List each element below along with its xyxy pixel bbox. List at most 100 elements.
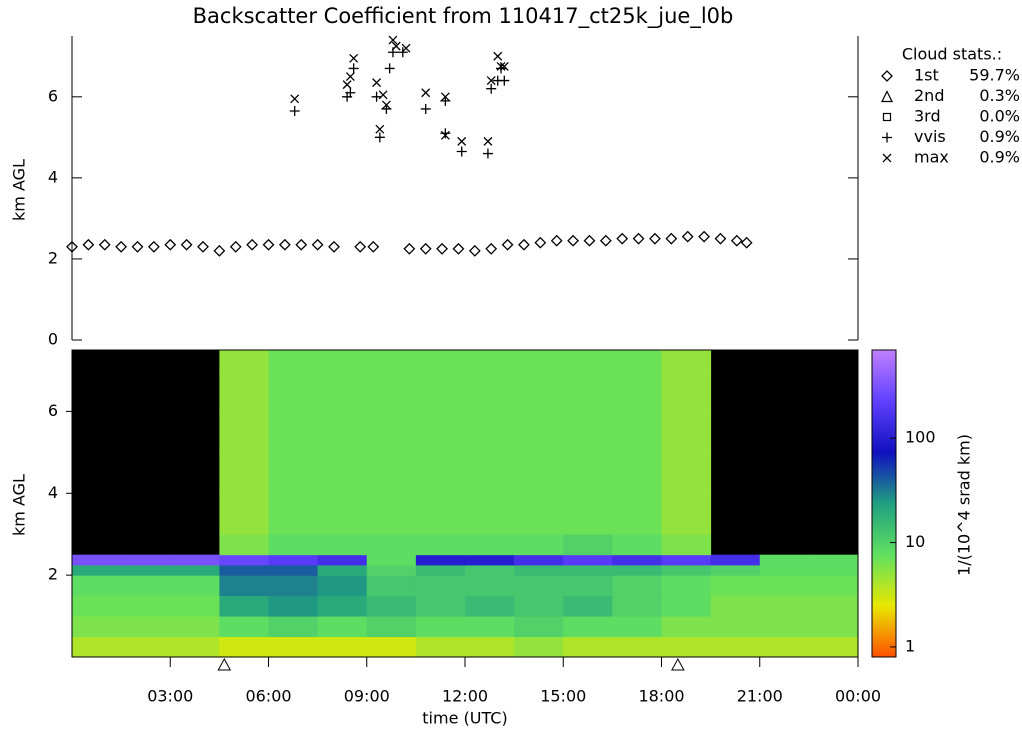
heatmap-cell — [514, 370, 564, 412]
heatmap-cell — [514, 452, 564, 494]
heatmap-cell — [759, 636, 810, 658]
marker-diamond — [262, 238, 275, 251]
heatmap-cell — [661, 564, 712, 576]
marker-cross — [401, 43, 411, 53]
heatmap-cell — [219, 411, 269, 453]
heatmap-cell — [563, 411, 613, 453]
marker-diamond — [452, 242, 465, 255]
colorbar-tick-label: 1 — [905, 636, 915, 655]
heatmap-cell — [317, 636, 368, 658]
heatmap-cell — [268, 575, 319, 597]
heatmap-cell — [661, 452, 712, 494]
heatmap-cell — [465, 534, 515, 556]
heatmap-cell — [219, 452, 269, 494]
heatmap-cell — [366, 616, 417, 638]
heatmap-cell — [661, 370, 712, 412]
heatmap-cell — [170, 636, 220, 658]
legend-marker — [881, 70, 893, 82]
heatmap-cell — [170, 575, 220, 597]
heatmap-cell — [366, 564, 417, 576]
marker-diamond — [485, 242, 498, 255]
heatmap-cell — [808, 554, 859, 566]
heatmap-cell — [219, 616, 269, 638]
marker-cross — [486, 76, 496, 86]
heatmap-cell — [563, 636, 613, 658]
heatmap-cell — [612, 370, 662, 412]
heatmap-cell — [268, 411, 319, 453]
heatmap-cell — [72, 595, 122, 617]
marker-diamond — [164, 238, 177, 251]
marker-diamond — [518, 238, 530, 251]
heatmap-cell — [121, 575, 171, 597]
marker-diamond — [367, 240, 380, 253]
marker-diamond — [403, 242, 416, 255]
heatmap-cell — [465, 636, 515, 658]
heatmap-cell — [465, 350, 515, 371]
marker-diamond — [698, 230, 710, 243]
heatmap-cell — [563, 595, 613, 617]
marker-diamond — [632, 232, 645, 245]
heatmap-cell — [661, 636, 712, 658]
heatmap-cell — [465, 554, 515, 566]
heatmap-cell — [366, 595, 417, 617]
legend-stat: 0.0% — [979, 107, 1020, 126]
marker-plus — [374, 132, 385, 143]
x-tick-label: 00:00 — [835, 687, 881, 706]
heatmap-cell — [317, 595, 368, 617]
heatmap-cell — [219, 350, 269, 371]
heatmap-cell — [415, 411, 466, 453]
marker-diamond — [550, 234, 563, 247]
heatmap-cell — [759, 564, 810, 576]
heatmap-cell — [612, 636, 662, 658]
heatmap-cell — [759, 575, 810, 597]
heatmap-cell — [514, 636, 564, 658]
x-tick-label: 21:00 — [737, 687, 783, 706]
heatmap-cell — [268, 616, 319, 638]
marker-diamond — [714, 232, 727, 245]
heatmap-cell — [219, 564, 269, 576]
marker-diamond — [681, 230, 694, 243]
marker-diamond — [131, 240, 144, 253]
heatmap-cell — [661, 595, 712, 617]
heatmap-cell — [415, 575, 466, 597]
marker-cross — [381, 100, 391, 110]
marker-diamond — [98, 238, 111, 251]
legend-stat: 0.9% — [979, 148, 1020, 167]
x-tick-label: 06:00 — [245, 687, 291, 706]
heatmap-cell — [317, 616, 368, 638]
marker-plus — [289, 105, 300, 116]
heatmap-cell — [612, 616, 662, 638]
heatmap-cell — [170, 595, 220, 617]
marker-diamond — [311, 238, 324, 251]
colorbar-tick-label: 10 — [905, 532, 925, 551]
heatmap-cell — [612, 493, 662, 535]
marker-cross — [345, 72, 355, 81]
heatmap-cell — [268, 554, 319, 566]
marker-diamond — [66, 240, 78, 253]
heatmap-cell — [268, 452, 319, 494]
marker-plus — [420, 103, 431, 114]
marker-cross — [388, 35, 398, 45]
marker-cross — [342, 80, 352, 90]
heatmap-cell — [121, 616, 171, 638]
heatmap-cell — [808, 564, 859, 576]
heatmap-cell — [710, 616, 761, 638]
heatmap-cell — [514, 411, 564, 453]
colorbar-label: 1/(10^4 srad km) — [955, 434, 974, 576]
heatmap-cell — [317, 534, 368, 556]
heatmap-cell — [808, 616, 859, 638]
marker-plus — [348, 63, 359, 74]
heatmap-cell — [612, 554, 662, 566]
marker-diamond — [599, 234, 612, 247]
heatmap-cell — [72, 636, 122, 658]
heatmap-cell — [465, 493, 515, 535]
marker-cross — [440, 92, 450, 102]
heatmap-cell — [612, 575, 662, 597]
heatmap-cell — [759, 554, 810, 566]
heatmap-cell — [366, 575, 417, 597]
y-axis-label: km AGL — [10, 159, 29, 221]
heatmap-cell — [514, 616, 564, 638]
marker-diamond — [213, 244, 226, 257]
